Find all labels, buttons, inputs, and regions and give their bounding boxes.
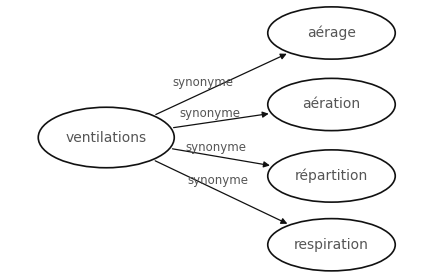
Text: respiration: respiration (294, 238, 369, 252)
Text: synonyme: synonyme (186, 141, 247, 154)
Text: synonyme: synonyme (180, 107, 241, 120)
Text: répartition: répartition (295, 169, 368, 183)
Text: synonyme: synonyme (187, 174, 248, 187)
Text: ventilations: ventilations (66, 131, 147, 144)
Text: synonyme: synonyme (173, 76, 233, 89)
Text: aération: aération (303, 98, 360, 111)
Text: aérage: aérage (307, 26, 356, 40)
